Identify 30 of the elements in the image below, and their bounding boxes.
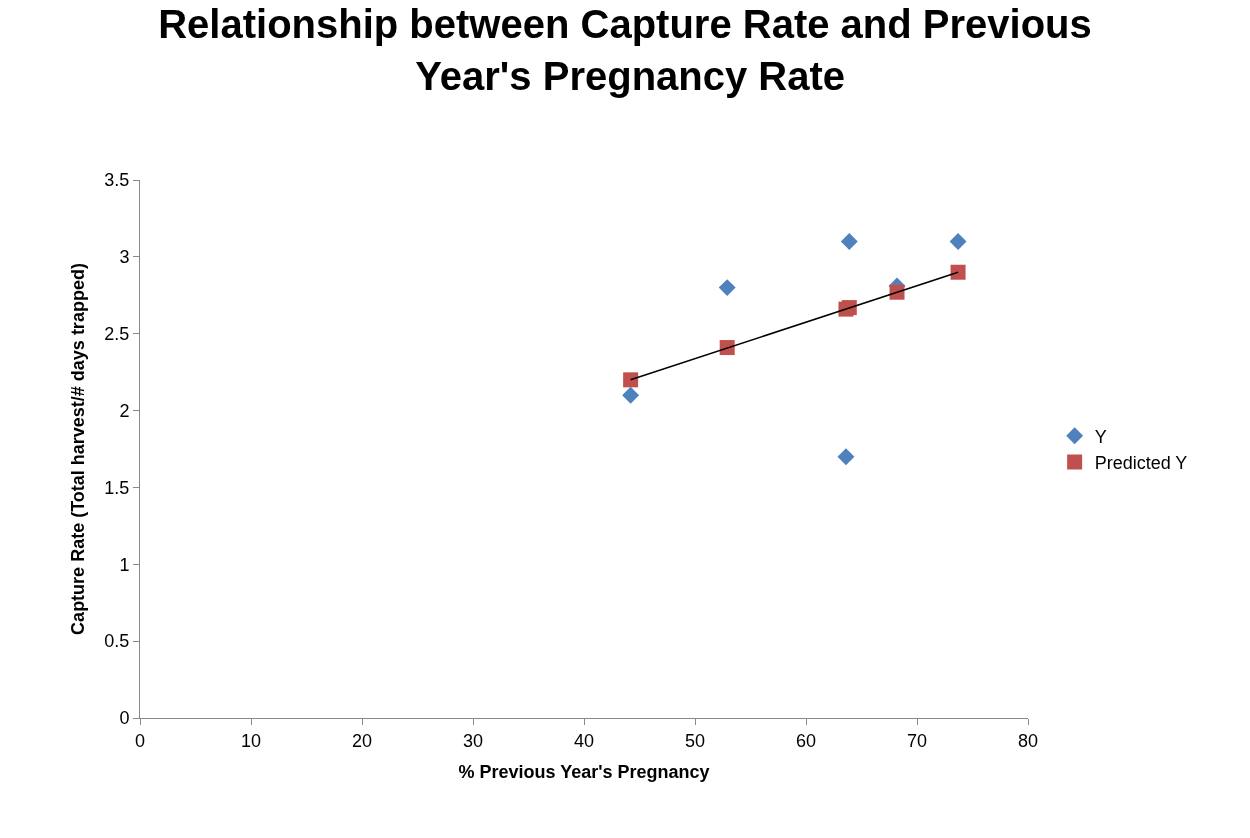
point	[949, 233, 967, 250]
x-tick-label: 20	[351, 730, 373, 751]
x-tick-label: 50	[684, 730, 706, 751]
point	[950, 264, 966, 280]
y-tick-label: 1.5	[104, 477, 130, 498]
x-tick-label: 80	[1017, 730, 1039, 751]
x-tick-label: 10	[240, 730, 262, 751]
x-tick-label: 30	[462, 730, 484, 751]
y-tick-label: 0.5	[104, 631, 130, 652]
x-tick-label: 0	[134, 730, 146, 751]
x-tick-label: 40	[573, 730, 595, 751]
x-axis-title: % Previous Year's Pregnancy	[458, 761, 710, 782]
y-tick-label: 3.5	[104, 170, 130, 191]
y-tick-label: 2.5	[104, 324, 130, 345]
point	[718, 279, 736, 297]
y-tick-label: 0	[119, 708, 130, 729]
y-tick-label: 1	[119, 554, 130, 575]
point	[719, 340, 735, 356]
y-tick-label: 2	[119, 400, 130, 421]
chart-title: Relationship between Capture Rate and Previous Year's Pregnancy Rate	[158, 1, 1092, 98]
x-tick-label: 70	[906, 730, 928, 751]
y-tick-label: 3	[119, 247, 130, 268]
point	[840, 233, 858, 250]
y-axis-title: Capture Rate (Total harvest/# days trapped)	[67, 263, 88, 635]
point	[837, 448, 855, 466]
x-tick-label: 60	[795, 730, 817, 751]
legend-label: Predicted Y	[1094, 453, 1188, 474]
point	[622, 386, 640, 404]
legend-label: Y	[1094, 426, 1107, 447]
point	[623, 372, 639, 388]
